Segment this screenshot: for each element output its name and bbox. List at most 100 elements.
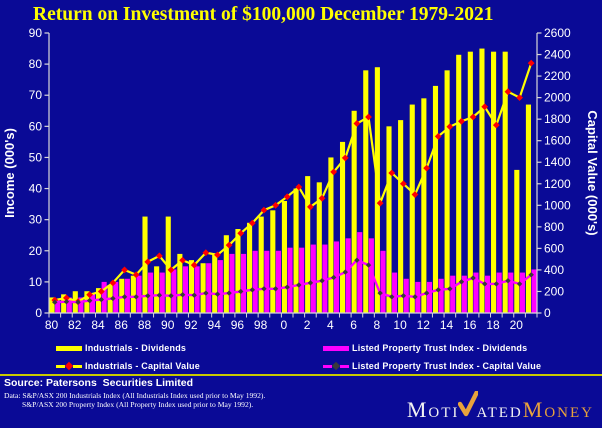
industrials-capital-marker: [399, 180, 407, 188]
industrials-capital-marker: [411, 191, 419, 198]
lpt-capital-marker: [470, 275, 476, 281]
lpt-capital-marker: [191, 292, 197, 298]
industrials-capital-marker: [434, 132, 442, 140]
legend-label: Industrials - Capital Value: [85, 361, 200, 371]
industrials-capital-marker: [86, 291, 94, 299]
bar-lpt-dividends: [148, 272, 154, 313]
bar-lpt-dividends: [229, 253, 235, 313]
right-axis-title: Capital Value (000's): [585, 110, 600, 235]
x-tick-label: 10: [393, 318, 407, 332]
lpt-capital-marker: [75, 299, 81, 305]
bar-industrials-dividends: [61, 294, 67, 313]
lpt-capital-marker: [423, 290, 430, 296]
industrials-capital-marker: [248, 219, 256, 227]
industrials-capital-marker: [155, 252, 163, 260]
bar-lpt-dividends: [182, 266, 189, 313]
left-axis-title: Income (000's): [2, 128, 17, 218]
bar-lpt-dividends: [531, 269, 537, 313]
lpt-capital-marker: [168, 293, 174, 299]
industrials-capital-marker: [330, 168, 338, 176]
lpt-capital-marker: [458, 279, 465, 285]
right-tick-label: 2400: [544, 48, 571, 62]
bar-industrials-dividends: [432, 85, 439, 313]
logo-text-money: Money: [522, 397, 594, 422]
bar-industrials-dividends: [293, 188, 299, 313]
x-tick-label: 16: [463, 318, 477, 332]
left-tick-label: 30: [29, 213, 43, 227]
left-tick-label: 60: [29, 119, 43, 133]
bar-lpt-dividends: [426, 281, 433, 313]
lpt-capital-marker: [377, 290, 383, 296]
industrials-capital-marker: [167, 266, 175, 274]
bar-industrials-dividends: [525, 104, 531, 313]
bar-lpt-dividends: [206, 263, 212, 313]
lpt-capital-marker: [63, 298, 70, 305]
lpt-capital-marker: [435, 287, 441, 293]
bar-lpt-dividends: [438, 278, 444, 313]
legend-label: Listed Property Trust Index - Dividends: [352, 343, 528, 353]
bar-lpt-dividends: [392, 272, 398, 313]
industrials-capital-marker: [225, 241, 233, 249]
bar-lpt-dividends: [415, 281, 421, 313]
legend-item-lpt-capital: Listed Property Trust Index - Capital Va…: [323, 360, 541, 372]
x-tick-label: 2: [304, 318, 311, 332]
bar-lpt-dividends: [508, 272, 514, 313]
left-tick-label: 20: [29, 244, 43, 258]
x-tick-label: 98: [254, 318, 268, 332]
lpt-capital-marker: [179, 291, 186, 298]
x-tick-label: 20: [510, 318, 524, 332]
chart-legend: Industrials - Dividends Industrials - Ca…: [0, 338, 602, 372]
lpt-capital-marker: [389, 294, 395, 300]
industrials-dividends-swatch: [56, 345, 82, 351]
lpt-capital-marker: [307, 280, 314, 286]
combo-chart: 0102030405060708090020040060080010001200…: [2, 26, 600, 332]
lpt-capital-marker: [121, 294, 128, 300]
bar-lpt-dividends: [275, 250, 281, 313]
bar-industrials-dividends: [212, 253, 218, 313]
lpt-capital-marker: [528, 272, 534, 278]
right-tick-label: 800: [544, 220, 564, 234]
industrials-capital-marker: [516, 94, 523, 102]
lpt-capital-marker: [214, 291, 221, 297]
right-tick-label: 1200: [544, 177, 571, 191]
legend-line-swatch: [331, 361, 341, 371]
industrials-capital-marker: [295, 183, 303, 191]
industrials-capital-marker: [63, 294, 70, 302]
data-note-line1: Data: S&P/ASX 200 Industrials Index (All…: [4, 391, 266, 400]
right-tick-label: 400: [544, 263, 564, 277]
industrials-capital-marker: [388, 169, 396, 177]
right-tick-label: 2600: [544, 26, 571, 40]
bar-lpt-dividends: [368, 238, 374, 313]
bar-industrials-dividends: [154, 266, 160, 313]
lpt-capital-marker: [249, 287, 256, 293]
industrials-capital-marker: [469, 113, 477, 121]
bar-industrials-dividends: [235, 229, 241, 313]
industrials-capital-marker: [376, 199, 384, 207]
bar-industrials-dividends: [386, 126, 392, 313]
industrials-capital-marker: [353, 120, 361, 127]
bar-industrials-dividends: [247, 222, 253, 313]
industrials-capital-marker: [109, 279, 117, 287]
bar-lpt-dividends: [89, 294, 96, 313]
x-tick-label: 82: [68, 318, 82, 332]
bar-industrials-dividends: [188, 260, 195, 313]
x-tick-label: 84: [91, 318, 105, 332]
x-tick-label: 92: [184, 318, 198, 332]
industrials-capital-marker: [260, 206, 268, 214]
bar-lpt-dividends: [241, 253, 247, 313]
lpt-capital-marker: [365, 262, 372, 268]
legend-item-industrials-dividends: Industrials - Dividends: [56, 342, 186, 354]
bar-industrials-dividends: [328, 157, 334, 313]
bar-industrials-dividends: [467, 51, 473, 314]
bar-lpt-dividends: [194, 266, 200, 313]
industrials-capital-marker: [527, 59, 535, 67]
lpt-capital-marker: [330, 274, 337, 281]
right-tick-label: 0: [544, 306, 551, 320]
x-tick-label: 90: [161, 318, 175, 332]
industrials-capital-marker: [214, 251, 221, 259]
industrials-capital-marker: [237, 229, 245, 237]
industrials-capital-marker: [307, 203, 314, 211]
legend-bar-swatch: [323, 345, 349, 351]
bar-lpt-dividends: [55, 300, 61, 313]
